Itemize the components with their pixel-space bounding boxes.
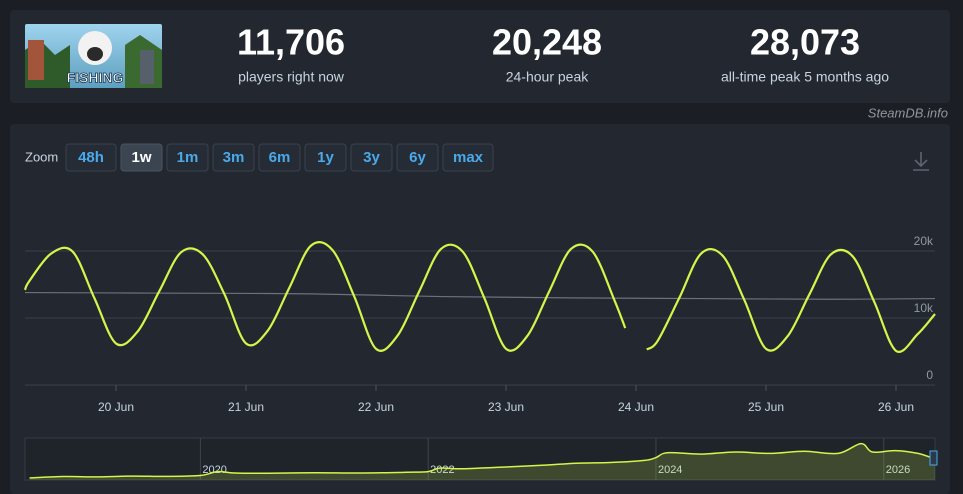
x-tick-label: 24 Jun bbox=[618, 400, 654, 414]
logo-text: FISHING bbox=[67, 70, 124, 86]
navigator-bg bbox=[24, 437, 936, 481]
zoom-button-label: 6m bbox=[269, 149, 291, 166]
stat-value: 11,706 bbox=[237, 22, 345, 63]
logo-bear-nose bbox=[87, 47, 103, 61]
zoom-buttons: 48h 1w 1m 3m 6m 1y 3y 6y max bbox=[65, 143, 494, 172]
navigator-tick-label: 2022 bbox=[430, 464, 454, 476]
y-tick-label: 0 bbox=[926, 368, 933, 382]
stat-value: 20,248 bbox=[492, 22, 602, 63]
zoom-button[interactable]: 48h bbox=[65, 143, 117, 172]
stat-label: all-time peak 5 months ago bbox=[721, 69, 889, 85]
stat-value: 28,073 bbox=[750, 22, 860, 63]
zoom-button[interactable]: 6y bbox=[396, 143, 439, 172]
zoom-button-label: 3m bbox=[223, 149, 245, 166]
navigator-area bbox=[29, 443, 936, 480]
zoom-button-bg bbox=[350, 143, 393, 172]
navigator-line bbox=[29, 442, 936, 479]
zoom-button-label: 6y bbox=[409, 149, 426, 166]
series-line bbox=[23, 241, 936, 353]
chart-panel bbox=[10, 124, 950, 494]
x-tick-label: 26 Jun bbox=[878, 400, 914, 414]
zoom-button[interactable]: 1y bbox=[304, 143, 347, 172]
zoom-button-bg bbox=[65, 143, 117, 172]
x-tick-label: 20 Jun bbox=[98, 400, 134, 414]
x-tick-label: 23 Jun bbox=[488, 400, 524, 414]
zoom-button-label: 48h bbox=[78, 149, 104, 166]
logo-figure bbox=[140, 50, 154, 84]
source: SteamDB.info bbox=[868, 105, 948, 120]
zoom-button-bg bbox=[442, 143, 494, 172]
x-tick-label: 21 Jun bbox=[228, 400, 264, 414]
zoom-button[interactable]: 1m bbox=[166, 143, 209, 172]
zoom-label: Zoom bbox=[25, 149, 58, 164]
zoom-button-bg bbox=[396, 143, 439, 172]
navigator-tick-label: 2026 bbox=[886, 464, 910, 476]
zoom-button[interactable]: 1w bbox=[120, 143, 163, 172]
stats: 11,706 players right now 20,248 24-hour pea… bbox=[237, 22, 889, 85]
zoom-button-label: 3y bbox=[363, 149, 380, 166]
zoom-button-label: 1y bbox=[317, 149, 334, 166]
zoom-button[interactable]: max bbox=[442, 143, 494, 172]
zoom-button-bg bbox=[258, 143, 301, 172]
logo-figure bbox=[28, 40, 44, 80]
zoom-button-bg bbox=[304, 143, 347, 172]
stat-label: players right now bbox=[238, 69, 345, 85]
zoom-button[interactable]: 3y bbox=[350, 143, 393, 172]
game-logo: FISHING bbox=[25, 24, 162, 88]
y-tick-label: 20k bbox=[914, 234, 934, 248]
y-tick-label: 10k bbox=[914, 301, 934, 315]
zoom-button-label: 1w bbox=[131, 149, 151, 166]
x-tick-label: 25 Jun bbox=[748, 400, 784, 414]
navigator-handle[interactable] bbox=[929, 450, 938, 466]
zoom-button-bg bbox=[166, 143, 209, 172]
stats-panel bbox=[10, 10, 950, 103]
navigator-tick-label: 2020 bbox=[202, 464, 226, 476]
zoom-button-label: max bbox=[453, 149, 484, 166]
x-tick-label: 22 Jun bbox=[358, 400, 394, 414]
download-glyph bbox=[913, 152, 929, 171]
zoom-button-label: 1m bbox=[177, 149, 199, 166]
zoom-button-bg bbox=[120, 143, 163, 172]
navigator-tick-label: 2024 bbox=[658, 464, 682, 476]
zoom-button[interactable]: 3m bbox=[212, 143, 255, 172]
zoom-button-bg bbox=[212, 143, 255, 172]
download-icon[interactable] bbox=[913, 152, 929, 171]
plot: 0 10k 20k 20 Jun 21 Jun 22 Jun 23 Jun 24 Jun 25 … bbox=[23, 234, 938, 481]
zoom-button[interactable]: 6m bbox=[258, 143, 301, 172]
stat-label: 24-hour peak bbox=[506, 69, 590, 85]
